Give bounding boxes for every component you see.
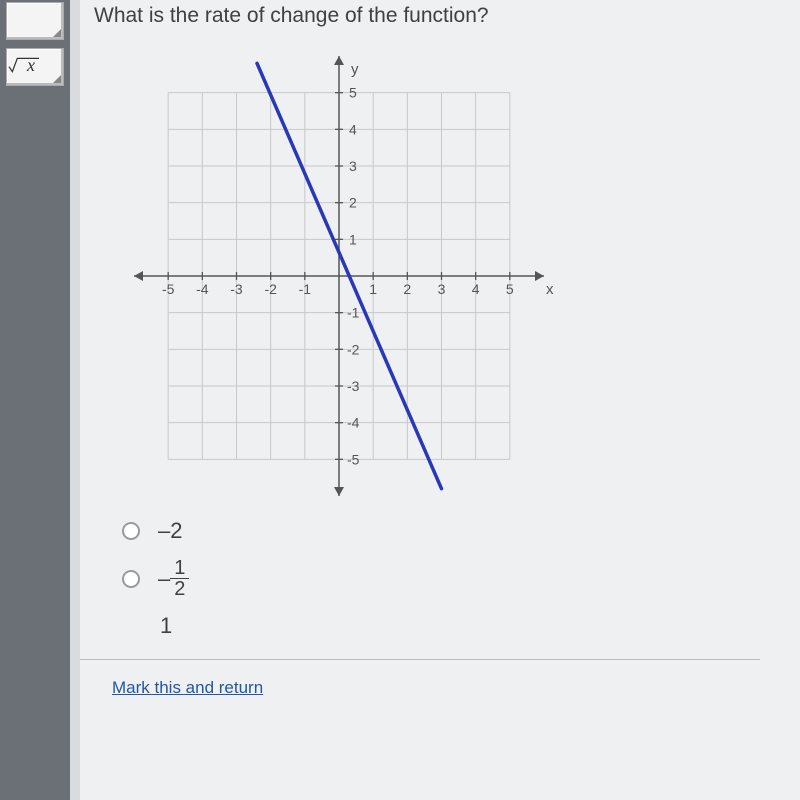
svg-text:-5: -5 (347, 451, 360, 467)
answer-fraction: 1 2 (170, 558, 189, 599)
svg-text:-1: -1 (299, 281, 312, 297)
svg-text:4: 4 (472, 281, 480, 297)
sqrt-icon (7, 55, 41, 75)
svg-text:-1: -1 (347, 305, 360, 321)
radio-icon (122, 522, 140, 540)
mark-return-link[interactable]: Mark this and return (112, 678, 263, 698)
fraction-denominator: 2 (170, 579, 189, 599)
svg-text:4: 4 (349, 121, 357, 137)
svg-text:5: 5 (506, 281, 514, 297)
question-panel: What is the rate of change of the functi… (80, 0, 800, 800)
tile-corner-icon (53, 75, 61, 83)
svg-text:-5: -5 (162, 281, 175, 297)
svg-text:2: 2 (403, 281, 411, 297)
svg-text:1: 1 (349, 231, 357, 247)
answer-option-3[interactable]: 1 (160, 613, 800, 639)
question-text: What is the rate of change of the functi… (94, 4, 800, 28)
svg-text:1: 1 (369, 281, 377, 297)
svg-text:5: 5 (349, 85, 357, 101)
fraction-numerator: 1 (170, 558, 189, 579)
tool-sidebar: x (0, 0, 70, 800)
svg-text:-2: -2 (347, 341, 360, 357)
answer-prefix: – (158, 566, 170, 592)
svg-text:-2: -2 (264, 281, 277, 297)
divider (80, 659, 760, 660)
svg-text:-4: -4 (196, 281, 209, 297)
answer-text: 1 (160, 613, 172, 639)
sqrt-tool-label: x (27, 55, 35, 76)
svg-text:x: x (546, 281, 554, 298)
svg-text:-3: -3 (230, 281, 243, 297)
svg-text:-3: -3 (347, 378, 360, 394)
svg-text:y: y (351, 61, 359, 78)
answer-option-1[interactable]: –2 (122, 518, 800, 544)
tool-tile-1[interactable] (6, 2, 64, 40)
tool-tile-sqrt[interactable]: x (6, 48, 64, 86)
coordinate-graph: -5 -4 -3 -2 -1 1 2 3 4 5 1 2 3 4 5 -1 -2 -3 -4 -5 x y (124, 46, 554, 506)
answer-choices: –2 – 1 2 1 (122, 518, 800, 639)
svg-text:3: 3 (349, 158, 357, 174)
svg-text:-4: -4 (347, 415, 360, 431)
answer-text: –2 (158, 518, 182, 544)
radio-icon (122, 570, 140, 588)
svg-text:2: 2 (349, 195, 357, 211)
answer-option-2[interactable]: – 1 2 (122, 558, 800, 599)
svg-text:3: 3 (438, 281, 446, 297)
tile-corner-icon (53, 29, 61, 37)
